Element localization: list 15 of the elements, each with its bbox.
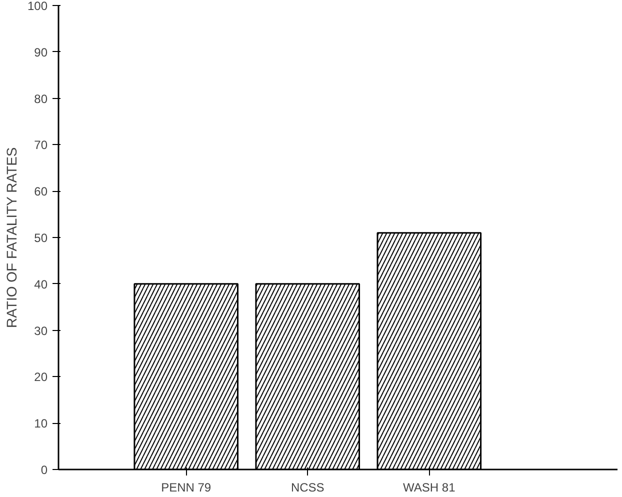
y-tick-label: 40: [34, 277, 48, 292]
y-tick-label: 10: [34, 416, 48, 431]
y-axis-title: RATIO OF FATALITY RATES: [3, 147, 20, 328]
x-tick-label: PENN 79: [161, 480, 212, 494]
y-tick-label: 60: [34, 184, 48, 199]
x-tick-label: WASH 81: [403, 480, 456, 494]
y-tick-label: 0: [40, 463, 48, 477]
y-tick-label: 90: [34, 45, 48, 60]
y-tick-label: 30: [34, 324, 48, 338]
y-tick-label: 50: [34, 231, 48, 245]
x-tick-label: NCSS: [290, 480, 324, 494]
y-tick-label: 80: [34, 92, 48, 106]
y-tick-label: 20: [34, 370, 48, 384]
y-tick-label: 70: [34, 138, 48, 152]
y-tick-label: 100: [27, 0, 48, 13]
